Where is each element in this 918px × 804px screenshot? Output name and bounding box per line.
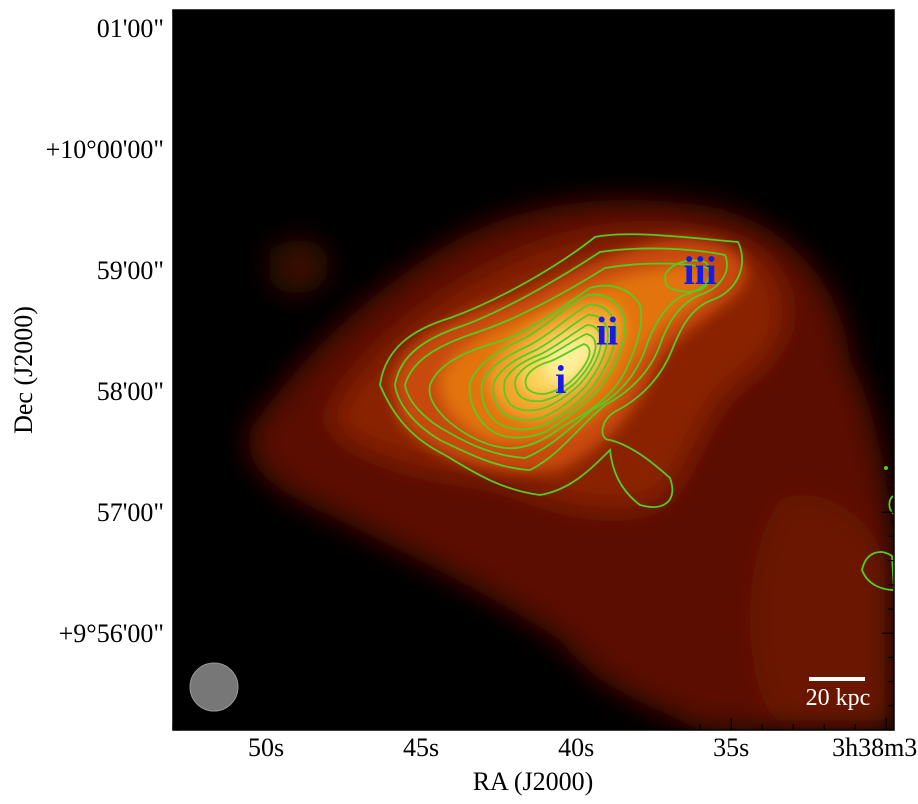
contour-knot-iii [664, 259, 712, 293]
contour-edge-blob [861, 551, 894, 591]
y-tick-label: +10°00'00" [46, 135, 164, 164]
contour-edge-sliver [888, 495, 894, 515]
x-tick-label: 3h38m30s [832, 733, 918, 762]
y-tick-label: 58'00" [97, 377, 164, 406]
source-label-ii: ii [596, 309, 618, 354]
contour-level-6 [480, 303, 617, 431]
x-tick-label: 40s [558, 733, 594, 762]
beam-ellipse [189, 662, 239, 712]
contour-level-1 [379, 233, 743, 508]
contour-level-4 [428, 284, 643, 450]
plot-frame [172, 9, 895, 731]
y-tick-label: 01'00" [97, 14, 164, 43]
x-axis-label: RA (J2000) [473, 767, 594, 796]
x-tick-label: 50s [248, 733, 284, 762]
contour-level-3 [404, 262, 711, 459]
y-tick-label: 59'00" [97, 256, 164, 285]
source-label-iii: iii [684, 248, 717, 293]
source-label-i: i [555, 357, 566, 402]
y-tick-label: 57'00" [97, 498, 164, 527]
y-axis-label: Dec (J2000) [9, 306, 38, 434]
contour-level-9 [514, 333, 597, 403]
x-tick-labels: 50s 45s 40s 35s 3h38m30s [248, 733, 918, 762]
contour-level-5 [468, 293, 626, 439]
contour-lines [379, 233, 894, 591]
contour-level-7 [492, 314, 609, 421]
contour-edge-dot [884, 466, 888, 470]
contour-level-8 [503, 324, 602, 412]
axis-ticks [172, 10, 894, 731]
scale-bar-label: 20 kpc [806, 685, 871, 711]
contour-level-10 [524, 343, 591, 395]
source-emission [390, 239, 747, 473]
contour-level-2 [394, 247, 728, 471]
x-tick-label: 35s [713, 733, 749, 762]
y-tick-label: +9°56'00" [59, 619, 164, 648]
intensity-map [173, 10, 894, 730]
y-tick-labels: 01'00" +10°00'00" 59'00" 58'00" 57'00" +9°56'… [46, 14, 164, 648]
x-tick-label: 45s [403, 733, 439, 762]
